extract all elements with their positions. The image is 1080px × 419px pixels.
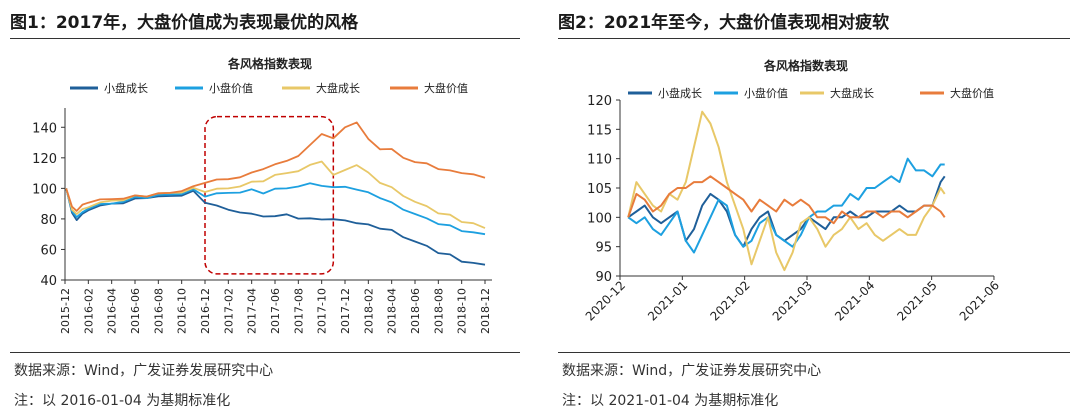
x-tick-label-14: 2018-04 [386, 288, 399, 334]
y-tick-label-5: 115 [587, 123, 612, 138]
legend-label-3: 大盘价值 [424, 81, 468, 95]
series-line-3 [65, 121, 486, 212]
chart-1-highlight [204, 115, 335, 275]
series-line-1 [627, 157, 945, 254]
y-tick-label-1: 95 [595, 241, 612, 256]
series-line-1 [65, 182, 486, 236]
y-tick-label-5: 140 [32, 121, 57, 136]
x-tick-label-15: 2018-06 [409, 288, 422, 334]
x-tick-label-4: 2021-04 [832, 278, 877, 323]
figure-2: 图2：2021年至今，大盘价值表现相对疲软 各风格指数表现 小盘成长 小盘价值 大盘… [548, 0, 1080, 419]
x-tick-label-0: 2015-12 [59, 288, 72, 334]
chart-1-legend: 小盘成长 小盘价值 大盘成长 大盘价值 [70, 81, 468, 95]
x-tick-label-3: 2021-03 [770, 278, 815, 323]
x-tick-label-11: 2017-10 [316, 288, 329, 334]
series-line-2 [627, 110, 946, 272]
figure-2-note: 注：以 2021-01-04 为基期标准化 [562, 393, 779, 409]
x-tick-label-6: 2021-06 [957, 278, 1002, 323]
y-tick-label-6: 120 [587, 94, 612, 109]
x-tick-label-5: 2016-10 [176, 288, 189, 334]
x-tick-label-12: 2017-12 [339, 288, 352, 334]
figure-1-note: 注：以 2016-01-04 为基期标准化 [14, 393, 231, 409]
legend-label-1: 小盘价值 [209, 81, 253, 95]
x-tick-label-2: 2016-04 [106, 288, 119, 334]
legend-label-2: 大盘成长 [830, 86, 874, 100]
x-tick-label-0: 2020-12 [583, 278, 628, 323]
x-tick-label-7: 2017-02 [222, 288, 235, 334]
chart-2-legend: 小盘成长 小盘价值 大盘成长 大盘价值 [628, 86, 994, 100]
x-tick-label-3: 2016-06 [129, 288, 142, 334]
y-tick-label-1: 60 [40, 243, 57, 258]
figure-1: 图1：2017年，大盘价值成为表现最优的风格 各风格指数表现 小盘成长 小盘价值 大… [0, 0, 530, 419]
figure-2-source: 数据来源：Wind，广发证券发展研究中心 [562, 363, 822, 379]
figure-2-top-rule [558, 38, 1070, 39]
figure-1-top-rule [10, 38, 520, 39]
chart-2-y-ticks: 90 95 100 105 110 115 120 [587, 94, 620, 285]
chart-2-title: 各风格指数表现 [763, 58, 848, 73]
y-tick-label-2: 80 [40, 213, 57, 228]
chart-1-title: 各风格指数表现 [227, 56, 312, 71]
x-tick-label-8: 2017-04 [246, 288, 259, 334]
chart-1-axes [64, 108, 492, 281]
figure-1-source: 数据来源：Wind，广发证券发展研究中心 [14, 363, 274, 379]
figure-1-title: 图1：2017年，大盘价值成为表现最优的风格 [10, 13, 359, 33]
y-tick-label-4: 110 [587, 153, 612, 168]
chart-1-series [65, 121, 486, 266]
figure-1-bottom-rule [10, 352, 520, 353]
y-tick-label-0: 40 [40, 274, 57, 289]
y-tick-label-2: 100 [587, 211, 612, 226]
x-tick-label-2: 2021-02 [707, 278, 752, 323]
x-tick-label-4: 2016-08 [152, 288, 165, 334]
figure-2-title: 图2：2021年至今，大盘价值表现相对疲软 [558, 13, 890, 33]
series-line-2 [65, 160, 486, 229]
highlight-box [204, 115, 335, 275]
legend-label-2: 大盘成长 [316, 81, 360, 95]
legend-label-0: 小盘成长 [104, 81, 148, 95]
x-tick-label-18: 2018-12 [479, 288, 492, 334]
chart-2: 各风格指数表现 小盘成长 小盘价值 大盘成长 大盘价值 2020-12 2021-01 2… [583, 58, 1002, 324]
y-tick-label-4: 120 [32, 152, 57, 167]
chart-2-x-ticks: 2020-12 2021-01 2021-02 2021-03 2021-04 2021-… [583, 276, 1002, 324]
chart-1-y-ticks: 40 60 80 100 120 140 [32, 121, 65, 289]
y-tick-label-3: 100 [32, 182, 57, 197]
chart-1: 各风格指数表现 小盘成长 小盘价值 大盘成长 大盘价值 2015-12 2016-02 2… [32, 56, 492, 334]
x-tick-label-10: 2017-08 [292, 288, 305, 334]
x-tick-label-17: 2018-10 [456, 288, 469, 334]
x-tick-label-16: 2018-08 [432, 288, 445, 334]
legend-label-3: 大盘价值 [950, 86, 994, 100]
y-tick-label-0: 90 [595, 270, 612, 285]
y-tick-label-3: 105 [587, 182, 612, 197]
x-tick-label-9: 2017-06 [269, 288, 282, 334]
x-tick-label-5: 2021-05 [894, 278, 939, 323]
figure-2-bottom-rule [558, 352, 1070, 353]
x-tick-label-1: 2021-01 [645, 278, 690, 323]
chart-1-x-ticks: 2015-12 2016-02 2016-04 2016-06 2016-08 2016-… [59, 280, 492, 334]
legend-label-0: 小盘成长 [658, 86, 702, 100]
legend-label-1: 小盘价值 [744, 86, 788, 100]
x-tick-label-1: 2016-02 [82, 288, 95, 334]
x-tick-label-13: 2018-02 [362, 288, 375, 334]
x-tick-label-6: 2016-12 [199, 288, 212, 334]
series-line-3 [627, 175, 946, 225]
chart-2-series [627, 110, 946, 272]
